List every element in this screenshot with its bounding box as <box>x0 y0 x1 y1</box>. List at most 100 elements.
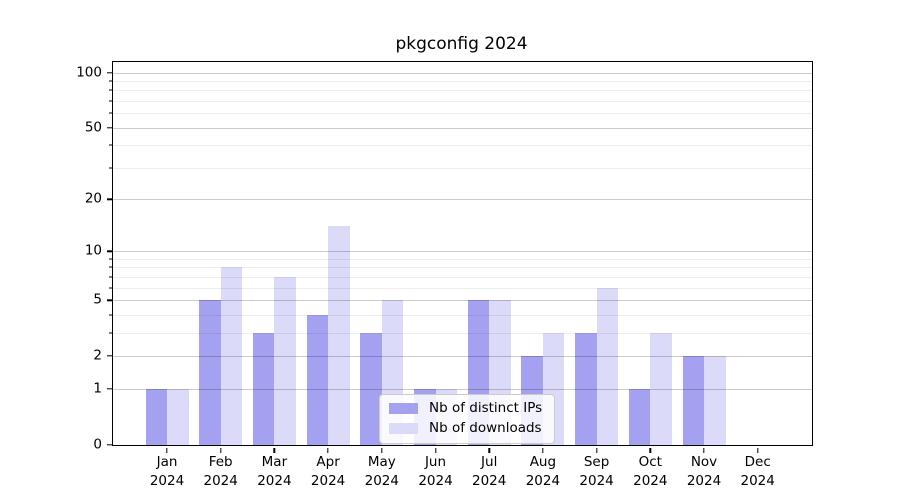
y-tick-mark <box>106 198 112 200</box>
legend-label-distinct-ips: Nb of distinct IPs <box>429 399 543 416</box>
legend-row: Nb of downloads <box>389 420 542 436</box>
x-tick-mark <box>756 447 759 453</box>
plot-area: 0 1 2 5 10 20 50 100 Jan 2024 Feb 2024 Mar 2024 Apr 202… <box>76 60 813 489</box>
x-tick-label: Dec 2024 <box>741 453 775 492</box>
x-tick-mark <box>219 447 222 453</box>
x-tick-mark <box>327 447 329 453</box>
x-tick-mark <box>649 447 651 453</box>
y-tick-mark-minor <box>108 89 112 91</box>
y-tick-mark <box>106 71 112 74</box>
x-tick-year: 2024 <box>472 473 507 490</box>
gridline-minor <box>113 267 812 269</box>
x-tick-month: Aug <box>529 453 557 470</box>
legend-row: Nb of distinct IPs <box>389 399 543 416</box>
gridline-major <box>113 355 812 357</box>
bar-downloads <box>274 276 296 445</box>
bar-distinct-ips <box>145 388 167 445</box>
x-tick-month: Sep <box>583 453 610 470</box>
x-tick-year: 2024 <box>364 473 399 490</box>
gridline-minor <box>113 314 812 316</box>
x-tick-mark <box>166 447 168 453</box>
x-tick-label: Aug 2024 <box>526 453 560 492</box>
gridline-minor <box>113 276 812 278</box>
bar-downloads <box>704 355 726 445</box>
y-tick-mark-minor <box>108 144 112 146</box>
gridline-minor <box>113 113 812 115</box>
legend-swatch-downloads <box>389 423 418 435</box>
x-tick-month: Mar <box>261 453 288 470</box>
y-tick-label: 2 <box>93 347 102 364</box>
gridline-major <box>113 251 812 253</box>
bar-downloads <box>220 267 243 445</box>
bar-downloads <box>650 332 672 445</box>
y-tick-label: 50 <box>84 118 102 135</box>
x-tick-label: Jan 2024 <box>150 453 184 492</box>
x-tick-month: Nov <box>690 453 718 470</box>
y-tick-mark-minor <box>108 314 112 316</box>
x-tick-mark <box>488 447 490 453</box>
x-tick-mark <box>542 447 544 453</box>
x-tick-year: 2024 <box>525 473 561 490</box>
y-tick-label: 1 <box>93 379 102 396</box>
y-tick-mark-minor <box>108 112 112 114</box>
x-tick-month: Jul <box>481 453 498 470</box>
y-tick-mark-minor <box>108 80 112 82</box>
y-tick-mark <box>106 443 112 446</box>
x-tick-year: 2024 <box>686 473 722 490</box>
gridline-minor <box>113 167 812 169</box>
y-tick-mark <box>106 299 112 301</box>
bar-distinct-ips <box>682 355 704 445</box>
y-tick-label: 100 <box>76 63 102 80</box>
y-tick-mark-minor <box>108 167 112 169</box>
legend-label-downloads: Nb of downloads <box>429 420 542 436</box>
gridline-minor <box>113 101 812 103</box>
x-tick-month: Dec <box>744 453 771 470</box>
gridline-minor <box>113 90 812 92</box>
x-tick-label: Apr 2024 <box>311 453 345 492</box>
x-tick-label: Feb 2024 <box>204 453 238 492</box>
x-tick-year: 2024 <box>257 473 292 490</box>
bar-distinct-ips <box>360 332 382 445</box>
x-tick-year: 2024 <box>310 473 346 490</box>
gridline-minor <box>113 258 812 260</box>
y-tick-label: 20 <box>84 190 102 207</box>
y-tick-mark-minor <box>108 100 112 102</box>
x-tick-month: Apr <box>316 453 340 470</box>
x-tick-mark <box>595 447 598 453</box>
y-tick-mark-minor <box>108 258 112 260</box>
y-tick-mark-minor <box>108 276 112 278</box>
x-tick-label: Mar 2024 <box>257 453 291 492</box>
x-tick-year: 2024 <box>740 473 775 490</box>
legend: Nb of distinct IPs Nb of downloads <box>379 393 556 444</box>
bar-downloads <box>167 388 189 445</box>
y-tick-mark <box>106 250 112 252</box>
x-tick-label: May 2024 <box>365 453 399 492</box>
x-tick-month: Oct <box>638 453 662 470</box>
gridline-major <box>113 72 812 74</box>
x-tick-year: 2024 <box>579 473 614 490</box>
bar-distinct-ips <box>306 314 329 445</box>
y-tick-mark <box>106 355 112 357</box>
bar-distinct-ips <box>575 332 597 445</box>
y-tick-mark-minor <box>108 332 112 334</box>
y-tick-label: 10 <box>84 242 102 259</box>
x-tick-label: Jun 2024 <box>418 453 452 492</box>
bar-distinct-ips <box>252 332 275 445</box>
x-tick-year: 2024 <box>418 473 453 490</box>
x-tick-label: Jul 2024 <box>472 453 506 492</box>
y-tick-mark <box>106 127 112 129</box>
x-tick-year: 2024 <box>149 473 185 490</box>
x-tick-year: 2024 <box>203 473 238 490</box>
x-tick-month: Jun <box>424 453 447 470</box>
y-tick-mark <box>106 387 112 390</box>
y-tick-mark-minor <box>108 266 112 268</box>
gridline-major <box>113 388 812 390</box>
gridline-minor <box>113 332 812 334</box>
x-tick-mark <box>273 447 276 453</box>
bar-distinct-ips <box>628 388 651 445</box>
x-tick-month: Jan <box>156 453 178 470</box>
gridline-minor <box>113 145 812 147</box>
gridline-major <box>113 300 812 302</box>
y-tick-label: 5 <box>93 291 102 308</box>
